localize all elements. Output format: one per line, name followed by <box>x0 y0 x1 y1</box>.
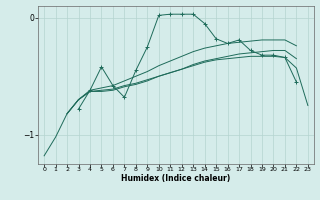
X-axis label: Humidex (Indice chaleur): Humidex (Indice chaleur) <box>121 174 231 183</box>
